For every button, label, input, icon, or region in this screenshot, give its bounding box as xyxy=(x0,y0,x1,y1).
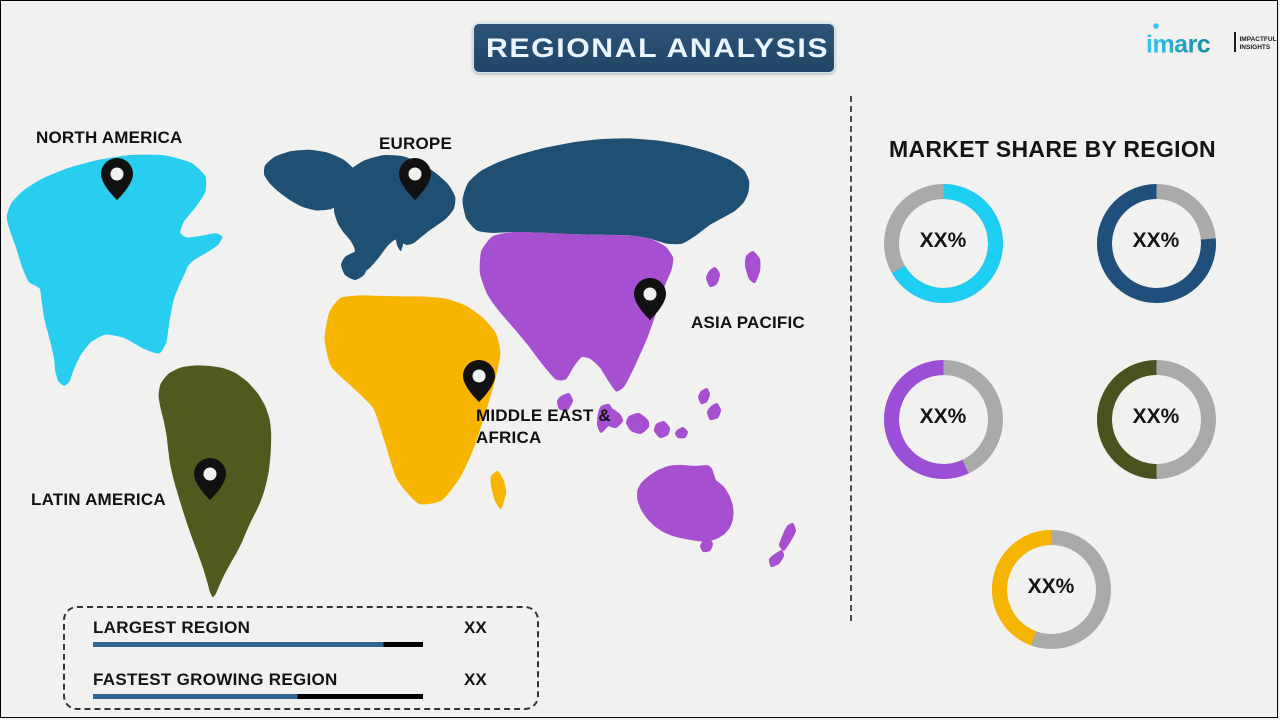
svg-text:IMPACTFUL: IMPACTFUL xyxy=(1240,36,1277,43)
svg-text:imarc: imarc xyxy=(1146,31,1211,59)
svg-text:INSIGHTS: INSIGHTS xyxy=(1240,44,1271,51)
